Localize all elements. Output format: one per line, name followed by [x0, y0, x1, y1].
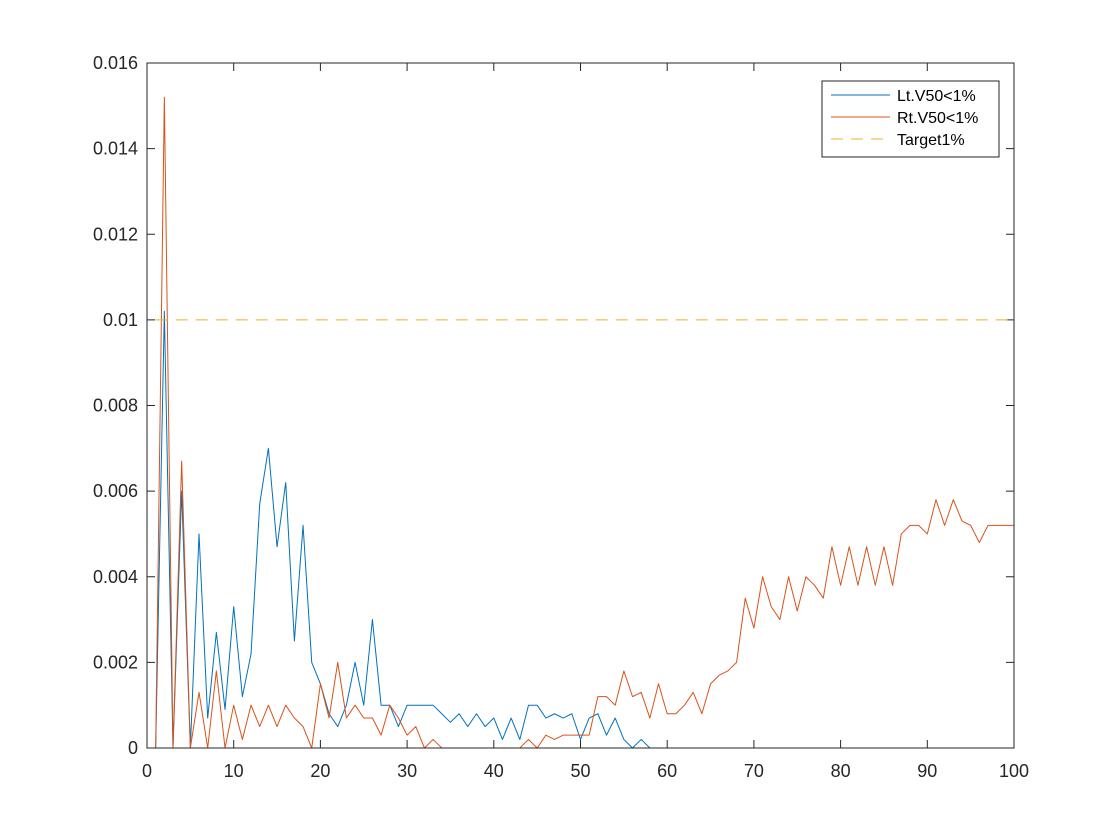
x-tick-label: 10 — [224, 761, 244, 781]
axis-ticks: 0 10 20 30 40 50 60 70 80 90 100 0 0.002 0.004 0.006 0.… — [93, 53, 1029, 781]
y-tick-label: 0.006 — [93, 481, 138, 501]
y-tick-label: 0 — [128, 738, 138, 758]
plot-area — [147, 63, 1014, 748]
x-tick-label: 100 — [999, 761, 1029, 781]
x-tick-label: 80 — [831, 761, 851, 781]
y-tick-label: 0.002 — [93, 652, 138, 672]
legend-label: Lt.V50<1% — [897, 88, 976, 105]
y-tick-label: 0.012 — [93, 224, 138, 244]
series-line-rt-v50-1 — [155, 96, 1014, 749]
x-tick-label: 40 — [484, 761, 504, 781]
legend-box — [821, 80, 1000, 158]
x-tick-label: 20 — [310, 761, 330, 781]
x-tick-label: 0 — [142, 761, 152, 781]
x-tick-label: 30 — [397, 761, 417, 781]
axes-box — [146, 62, 1015, 749]
x-tick-label: 90 — [917, 761, 937, 781]
y-tick-label: 0.016 — [93, 53, 138, 73]
y-tick-label: 0.004 — [93, 567, 138, 587]
x-tick-label: 50 — [570, 761, 590, 781]
y-tick-label: 0.008 — [93, 396, 138, 416]
x-tick-label: 60 — [657, 761, 677, 781]
y-tick-label: 0.014 — [93, 139, 138, 159]
x-tick-label: 70 — [744, 761, 764, 781]
legend-label: Target1% — [897, 132, 965, 149]
y-tick-label: 0.01 — [103, 310, 138, 330]
legend: Lt.V50<1% Rt.V50<1% Target1% — [821, 80, 1000, 158]
plot-background — [147, 63, 1014, 748]
legend-label: Rt.V50<1% — [897, 110, 978, 127]
